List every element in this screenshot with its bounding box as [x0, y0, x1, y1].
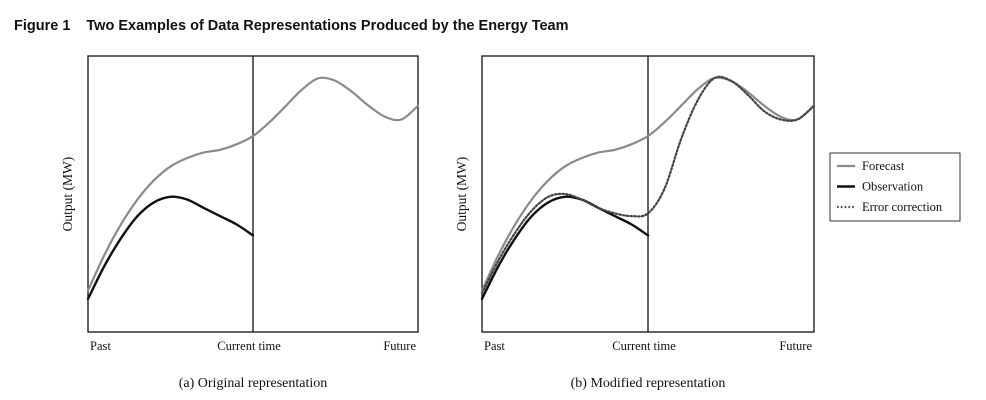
- panel-a-x-tick-current-time: Current time: [217, 339, 281, 353]
- legend-label-observation: Observation: [862, 180, 924, 194]
- panel-a-y-axis-label: Output (MW): [60, 157, 75, 232]
- panel-a-x-tick-future: Future: [383, 339, 416, 353]
- figure-number: Figure 1: [14, 18, 71, 34]
- figure-title-text: Two Examples of Data Representations Pro…: [86, 18, 569, 34]
- figure-title: Figure 1 Two Examples of Data Representat…: [14, 18, 569, 34]
- panel-b-series-forecast: [480, 76, 816, 292]
- legend-label-forecast: Forecast: [862, 159, 905, 173]
- panel-b-x-tick-current-time: Current time: [612, 339, 676, 353]
- panel-b-y-axis-label: Output (MW): [454, 157, 469, 232]
- panel-b-caption: (b) Modified representation: [571, 376, 726, 391]
- panel-a-series-observation: [86, 195, 255, 301]
- legend: Forecast Observation Error correction: [829, 152, 961, 222]
- panel-a-series-forecast: [86, 76, 420, 292]
- legend-label-error-correction: Error correction: [862, 200, 943, 214]
- panel-a-caption: (a) Original representation: [179, 376, 328, 391]
- panel-b-x-tick-past: Past: [484, 339, 505, 353]
- panel-a-x-tick-past: Past: [90, 339, 111, 353]
- panel-b-x-tick-future: Future: [779, 339, 812, 353]
- panel-b-series-observation: [480, 195, 650, 301]
- panel-b-series-error-correction: [480, 75, 816, 295]
